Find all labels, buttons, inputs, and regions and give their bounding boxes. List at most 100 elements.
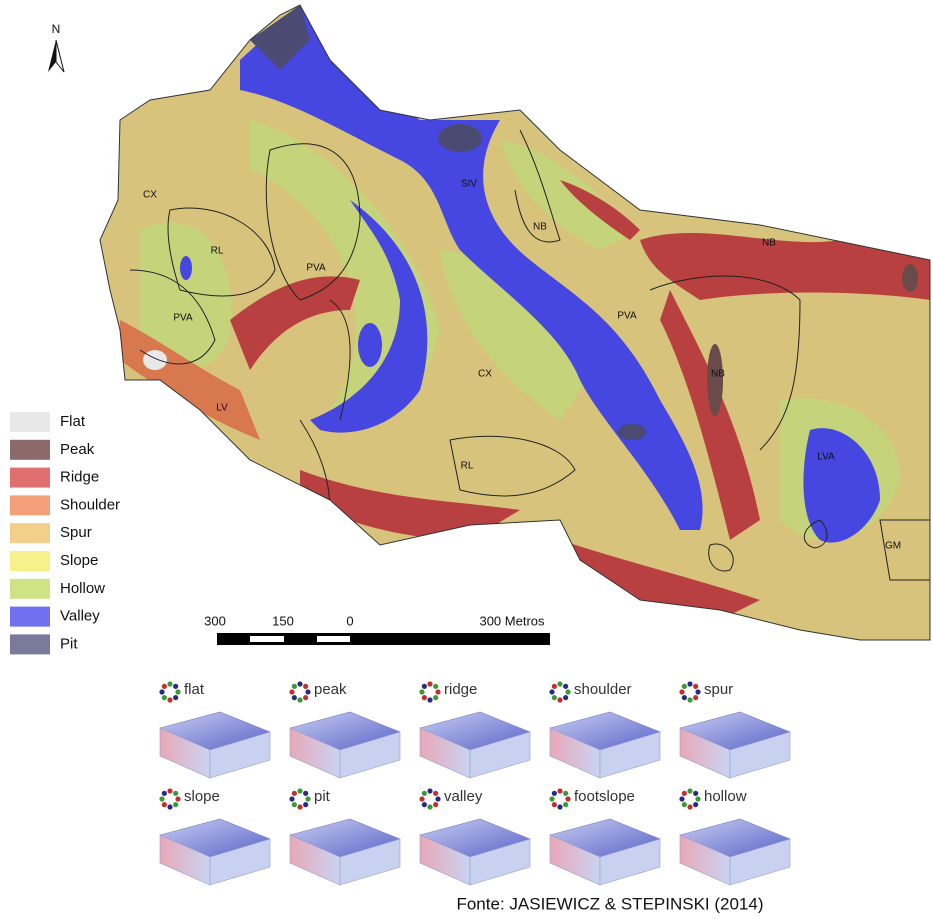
rosette-dot (563, 802, 568, 807)
rosette-dot (679, 796, 684, 801)
rosette-dot (167, 681, 172, 686)
north-arrow: N (48, 22, 64, 72)
rosette-dot (167, 788, 172, 793)
landform-diagrams: flatpeakridgeshoulderspurslopepitvalleyf… (159, 681, 790, 885)
legend-swatch (10, 607, 50, 627)
rosette-dot (292, 802, 297, 807)
rosette-dot (159, 689, 164, 694)
scale-label: 0 (346, 613, 353, 628)
legend-swatch (10, 468, 50, 488)
rosette-dot (433, 802, 438, 807)
legend-swatch (10, 412, 50, 432)
map-label: LVA (817, 452, 835, 463)
rosette-dot (433, 684, 438, 689)
rosette-dot (162, 684, 167, 689)
rosette-dot (549, 796, 554, 801)
rosette-dot (695, 796, 700, 801)
rosette-dot (427, 681, 432, 686)
diagram-label: spur (704, 681, 733, 698)
landform-diagram: hollow (679, 788, 790, 885)
rosette-dot (303, 802, 308, 807)
rosette-dot (687, 804, 692, 809)
legend-label: Valley (60, 608, 100, 625)
map-label: PVA (306, 263, 326, 274)
map-label: PVA (617, 311, 637, 322)
rosette-dot (303, 695, 308, 700)
legend-swatch (10, 551, 50, 571)
rosette-dot (167, 804, 172, 809)
rosette-dot (303, 791, 308, 796)
rosette-dot (557, 788, 562, 793)
legend-swatch (10, 634, 50, 654)
rosette-dot (552, 684, 557, 689)
rosette-dot (292, 684, 297, 689)
rosette-dot (292, 695, 297, 700)
landform-diagram: flat (159, 681, 270, 778)
diagram-label: shoulder (574, 681, 632, 698)
rosette-dot (682, 802, 687, 807)
diagram-label: footslope (574, 788, 635, 805)
scale-label: 300 (204, 613, 226, 628)
legend: FlatPeakRidgeShoulderSpurSlopeHollowVall… (10, 412, 120, 654)
legend-swatch (10, 440, 50, 460)
diagram-label: slope (184, 788, 220, 805)
legend-label: Shoulder (60, 496, 120, 513)
map-label: CX (143, 190, 157, 201)
legend-label: Flat (60, 413, 86, 430)
landform-diagram: footslope (549, 788, 660, 885)
rosette-dot (693, 684, 698, 689)
map-label: SIV (461, 179, 477, 190)
rosette-dot (682, 695, 687, 700)
landform-diagram: peak (289, 681, 400, 778)
diagram-label: ridge (444, 681, 477, 698)
scale-bar: 300 150 0 300 Metros (204, 613, 550, 645)
map-label: NB (762, 238, 776, 249)
rosette-dot (419, 796, 424, 801)
legend-label: Hollow (60, 580, 105, 597)
rosette-dot (552, 695, 557, 700)
rosette-dot (427, 788, 432, 793)
map-label: CX (478, 369, 492, 380)
map-label: RL (211, 246, 224, 257)
rosette-dot (419, 689, 424, 694)
map-label: RL (461, 461, 474, 472)
rosette-dot (552, 802, 557, 807)
scale-label: 150 (272, 613, 294, 628)
landform-diagram: spur (679, 681, 790, 778)
scale-label: 300 Metros (479, 613, 545, 628)
legend-label: Pit (60, 635, 78, 652)
rosette-dot (175, 796, 180, 801)
rosette-dot (557, 804, 562, 809)
rosette-dot (173, 802, 178, 807)
rosette-dot (297, 788, 302, 793)
rosette-dot (427, 697, 432, 702)
legend-label: Slope (60, 552, 98, 569)
legend-label: Peak (60, 441, 95, 458)
legend-swatch (10, 579, 50, 599)
rosette-dot (687, 788, 692, 793)
rosette-dot (289, 689, 294, 694)
rosette-dot (563, 791, 568, 796)
map-label: GM (885, 541, 901, 552)
landform-diagram: shoulder (549, 681, 660, 778)
map-label: NB (533, 222, 547, 233)
source: Fonte: JASIEWICZ & STEPINSKI (2014) (456, 894, 763, 913)
rosette-dot (565, 689, 570, 694)
map-label: PVA (173, 313, 193, 324)
diagram-label: peak (314, 681, 347, 698)
rosette-dot (162, 802, 167, 807)
rosette-dot (557, 681, 562, 686)
rosette-dot (682, 791, 687, 796)
rosette-dot (167, 697, 172, 702)
rosette-dot (175, 689, 180, 694)
rosette-dot (549, 689, 554, 694)
rosette-dot (173, 791, 178, 796)
rosette-dot (173, 695, 178, 700)
rosette-dot (693, 695, 698, 700)
legend-label: Spur (60, 524, 92, 541)
landform-diagram: ridge (419, 681, 530, 778)
north-label: N (52, 22, 61, 36)
rosette-dot (693, 791, 698, 796)
rosette-dot (173, 684, 178, 689)
